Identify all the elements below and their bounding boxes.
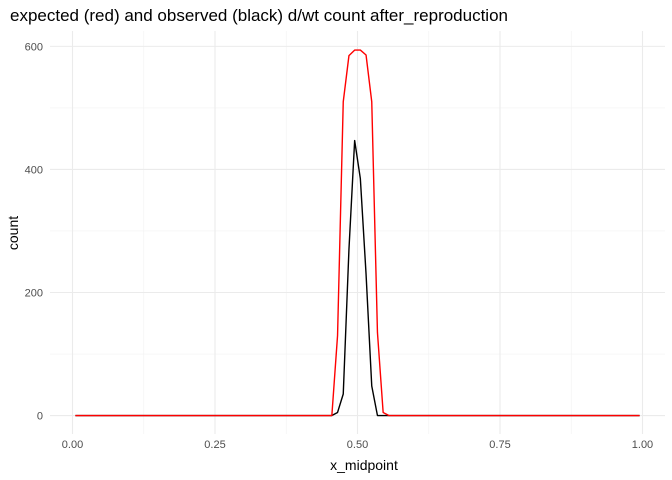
x-tick-label: 0.25 [204, 439, 225, 451]
x-axis-ticks: 0.00 0.25 0.50 0.75 1.00 [62, 439, 653, 451]
observed-series-line [75, 139, 640, 417]
x-tick-label: 0.75 [489, 439, 510, 451]
y-tick-label: 600 [25, 41, 43, 53]
x-tick-label: 1.00 [632, 439, 653, 451]
y-axis-ticks: 0 200 400 600 [25, 41, 43, 422]
major-gridlines [50, 31, 665, 434]
x-tick-label: 0.00 [62, 439, 83, 451]
y-tick-label: 0 [37, 411, 43, 423]
y-axis-title: count [5, 216, 21, 250]
expected-series-line [75, 49, 640, 417]
y-tick-label: 200 [25, 287, 43, 299]
x-axis-title: x_midpoint [330, 457, 398, 473]
chart-title: expected (red) and observed (black) d/wt… [10, 6, 508, 25]
y-tick-label: 400 [25, 164, 43, 176]
x-tick-label: 0.50 [347, 439, 368, 451]
series-layer [75, 49, 640, 417]
